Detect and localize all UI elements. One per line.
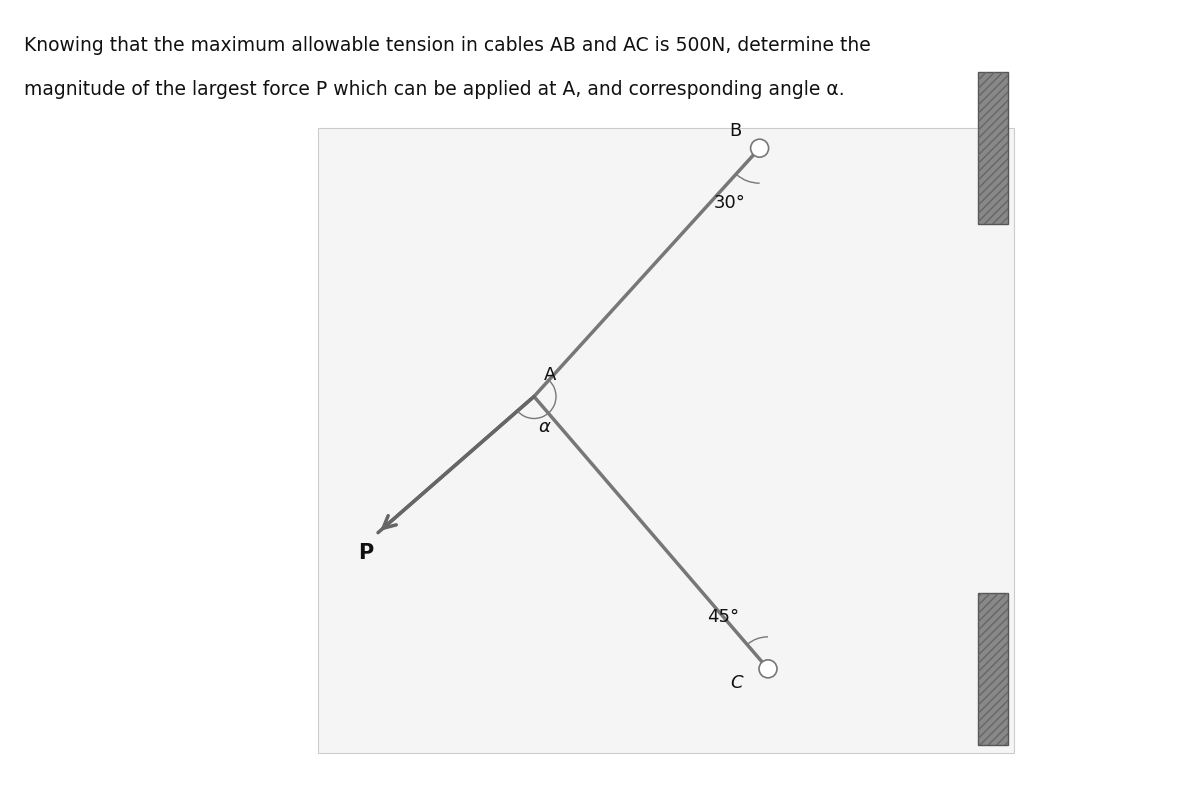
Text: P: P (358, 542, 373, 562)
Text: α: α (538, 418, 550, 437)
Bar (978, 593, 1008, 745)
Text: 30°: 30° (714, 194, 745, 212)
Text: B: B (730, 123, 742, 140)
Text: 45°: 45° (707, 608, 739, 626)
Text: A: A (544, 367, 557, 384)
Bar (978, 72, 1008, 224)
Text: Knowing that the maximum allowable tension in cables AB and AC is 500N, determin: Knowing that the maximum allowable tensi… (24, 36, 871, 55)
Bar (978, 72, 1008, 224)
Circle shape (751, 139, 769, 157)
Bar (318, 128, 1014, 753)
Text: magnitude of the largest force P which can be applied at A, and corresponding an: magnitude of the largest force P which c… (24, 80, 845, 99)
Text: C: C (731, 674, 743, 692)
Bar (978, 593, 1008, 745)
Circle shape (760, 660, 778, 678)
